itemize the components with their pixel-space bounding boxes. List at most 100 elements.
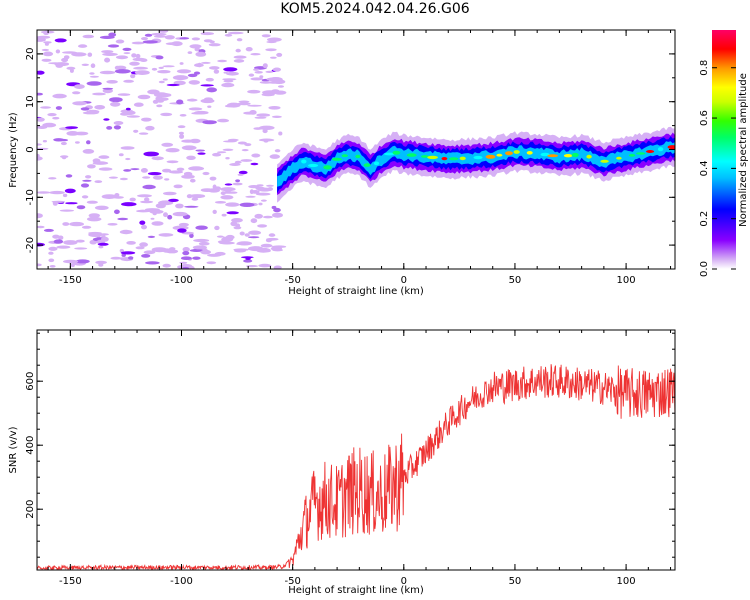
noise-blob: [250, 218, 258, 224]
noise-blob: [59, 209, 75, 212]
noise-blob: [138, 209, 147, 213]
ridge-peak: [600, 159, 609, 163]
noise-blob: [139, 242, 149, 247]
noise-blob: [42, 51, 54, 57]
noise-blob: [74, 84, 85, 89]
noise-blob: [237, 102, 251, 106]
noise-blob: [82, 149, 95, 154]
noise-blob: [41, 48, 50, 52]
noise-blob: [125, 107, 131, 111]
noise-blob: [176, 69, 192, 74]
noise-blob: [143, 151, 159, 157]
noise-blob: [123, 79, 134, 83]
noise-blob: [86, 140, 91, 145]
ridge-peak: [301, 159, 307, 164]
noise-blob: [194, 63, 204, 68]
noise-blob: [114, 65, 120, 70]
noise-blob: [186, 194, 193, 199]
noise-blob: [120, 251, 136, 255]
noise-blob: [43, 41, 52, 44]
noise-blob: [189, 194, 206, 199]
noise-blob: [179, 37, 190, 40]
noise-blob: [142, 176, 151, 179]
noise-blob: [180, 256, 192, 261]
noise-blob: [119, 248, 124, 253]
noise-blob: [182, 251, 190, 256]
noise-blob: [144, 197, 150, 202]
noise-blob: [247, 246, 264, 252]
noise-blob: [232, 182, 243, 186]
noise-blob: [208, 43, 221, 47]
heatmap-x-tick-label: -100: [170, 275, 193, 286]
noise-blob: [229, 163, 241, 166]
noise-blob: [189, 44, 202, 49]
snr-x-tick-label: 100: [617, 576, 636, 587]
ridge-peak: [667, 145, 675, 150]
noise-blob: [48, 177, 57, 180]
noise-blob: [261, 34, 271, 38]
noise-blob: [102, 88, 114, 94]
noise-blob: [202, 120, 217, 125]
noise-blob: [203, 97, 213, 101]
noise-blob: [65, 126, 78, 129]
colorbar: 0.0 0.2 0.4 0.6 0.8 Normalized spectral ampl…: [699, 30, 749, 277]
noise-blob: [250, 162, 259, 166]
noise-blob: [157, 70, 171, 74]
snr-x-ticks: -150 -100 -50 0 50 100: [47, 330, 672, 587]
noise-blob: [192, 245, 207, 250]
noise-blob: [98, 245, 104, 249]
noise-blob: [130, 168, 140, 171]
noise-blob: [197, 152, 206, 155]
noise-blob: [141, 224, 147, 230]
noise-blob: [135, 246, 145, 250]
noise-blob: [254, 116, 267, 119]
ridge-peak: [331, 157, 342, 161]
noise-blob: [88, 213, 101, 219]
noise-blob: [37, 263, 42, 267]
noise-blob: [247, 89, 261, 94]
noise-blob: [212, 184, 217, 190]
noise-blob: [70, 263, 75, 268]
noise-blob: [202, 171, 210, 176]
noise-blob: [164, 178, 170, 181]
noise-blob: [108, 176, 118, 179]
noise-blob: [40, 106, 51, 109]
noise-blob: [184, 205, 199, 208]
noise-blob: [195, 225, 208, 230]
noise-blob: [145, 261, 160, 265]
noise-blob: [278, 85, 284, 88]
noise-blob: [82, 179, 92, 182]
noise-blob: [89, 75, 99, 78]
noise-blob: [108, 32, 117, 37]
noise-blob: [191, 37, 201, 41]
heatmap-x-ticks: -150 -100 -50 0 50 100: [47, 30, 672, 286]
ridge-peak: [496, 153, 503, 157]
noise-blob: [82, 111, 99, 115]
snr-x-tick-label: -100: [170, 576, 193, 587]
noise-blob: [212, 152, 222, 157]
noise-blob: [213, 69, 220, 74]
heatmap-marks: [37, 30, 675, 269]
noise-blob: [113, 121, 124, 125]
noise-blob: [220, 195, 234, 200]
snr-y-tick-label: 400: [25, 436, 36, 455]
ridge-peak: [421, 155, 429, 158]
noise-blob: [248, 230, 261, 235]
noise-blob: [53, 239, 64, 244]
ridge-peak: [473, 155, 483, 160]
noise-blob: [37, 92, 43, 96]
noise-blob: [245, 195, 256, 198]
noise-blob: [226, 211, 239, 215]
noise-blob: [206, 261, 217, 265]
noise-blob: [66, 131, 79, 136]
noise-blob: [175, 203, 184, 209]
noise-blob: [171, 41, 183, 47]
noise-blob: [265, 238, 272, 243]
heatmap-y-tick-label: 10: [25, 95, 36, 108]
noise-blob: [221, 213, 227, 217]
noise-blob: [214, 251, 226, 256]
noise-blob: [118, 153, 124, 157]
noise-blob: [192, 256, 201, 260]
noise-blob: [145, 125, 155, 131]
noise-blob: [121, 253, 126, 257]
